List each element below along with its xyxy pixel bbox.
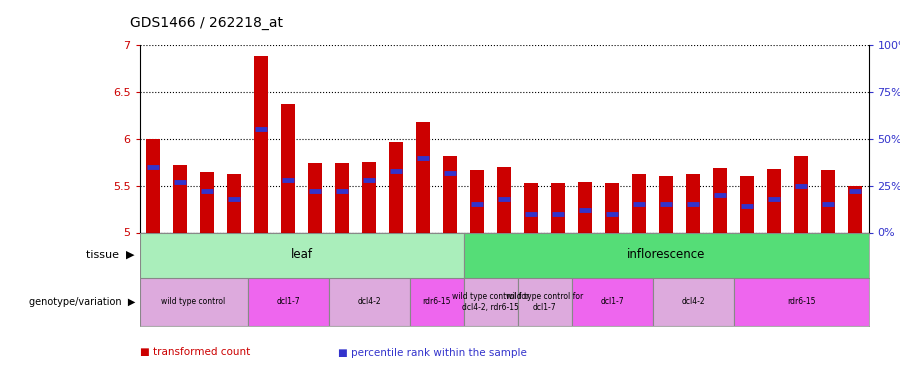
Bar: [281, 104, 295, 232]
Bar: [335, 163, 349, 232]
Bar: [248, 278, 328, 326]
Bar: [572, 278, 652, 326]
Bar: [632, 174, 646, 232]
Bar: [444, 156, 457, 232]
Bar: [734, 278, 868, 326]
Text: wild type control: wild type control: [161, 297, 226, 306]
Bar: [849, 186, 862, 232]
Bar: [464, 278, 518, 326]
Text: leaf: leaf: [291, 249, 312, 261]
Bar: [254, 56, 268, 232]
Bar: [200, 171, 214, 232]
Text: wild type control for
dcl4-2, rdr6-15: wild type control for dcl4-2, rdr6-15: [452, 292, 529, 312]
Bar: [362, 162, 376, 232]
Bar: [659, 176, 673, 232]
Bar: [173, 165, 187, 232]
Bar: [410, 278, 464, 326]
Text: rdr6-15: rdr6-15: [787, 297, 815, 306]
Bar: [714, 168, 727, 232]
Bar: [652, 278, 734, 326]
Bar: [417, 122, 430, 232]
Text: GDS1466 / 262218_at: GDS1466 / 262218_at: [130, 16, 284, 30]
Text: dcl4-2: dcl4-2: [681, 297, 705, 306]
Bar: [795, 156, 808, 232]
Bar: [578, 182, 592, 232]
Bar: [605, 183, 619, 232]
Text: dcl4-2: dcl4-2: [357, 297, 381, 306]
Bar: [146, 139, 160, 232]
Bar: [227, 174, 241, 232]
Bar: [518, 278, 572, 326]
Bar: [140, 232, 464, 278]
Text: dcl1-7: dcl1-7: [600, 297, 624, 306]
Bar: [768, 169, 781, 232]
Text: rdr6-15: rdr6-15: [422, 297, 451, 306]
Text: tissue  ▶: tissue ▶: [86, 250, 135, 260]
Bar: [687, 174, 700, 232]
Text: dcl1-7: dcl1-7: [276, 297, 300, 306]
Bar: [822, 170, 835, 232]
Bar: [140, 278, 248, 326]
Text: inflorescence: inflorescence: [626, 249, 706, 261]
Bar: [498, 167, 511, 232]
Bar: [741, 176, 754, 232]
Bar: [471, 170, 484, 232]
Text: wild type control for
dcl1-7: wild type control for dcl1-7: [506, 292, 583, 312]
Text: ■ transformed count: ■ transformed count: [140, 348, 250, 357]
Bar: [389, 142, 403, 232]
Text: ■ percentile rank within the sample: ■ percentile rank within the sample: [338, 348, 526, 357]
Bar: [524, 183, 538, 232]
Bar: [464, 232, 868, 278]
Bar: [328, 278, 410, 326]
Text: genotype/variation  ▶: genotype/variation ▶: [29, 297, 135, 307]
Bar: [308, 163, 322, 232]
Bar: [551, 183, 565, 232]
